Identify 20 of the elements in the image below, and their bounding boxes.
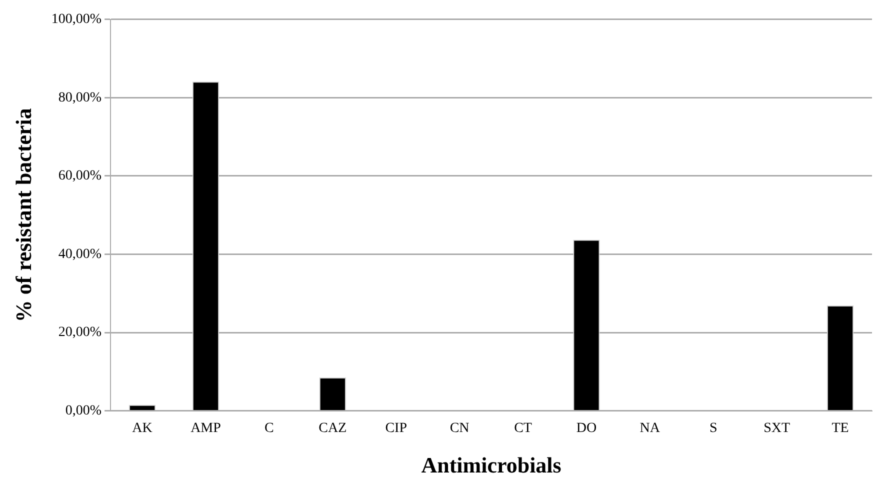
y-tick-label: 40,00% <box>58 246 102 262</box>
y-tick-label: 20,00% <box>58 325 102 340</box>
x-tick-label: AK <box>132 420 152 436</box>
x-tick-label: S <box>709 420 718 436</box>
x-tick-label: DO <box>576 420 597 436</box>
y-tick-label: 100,00% <box>51 12 102 28</box>
x-tick-label: TE <box>832 420 849 436</box>
x-axis-title: Antimicrobials <box>421 452 562 478</box>
x-tick-label: NA <box>640 420 661 436</box>
y-tick-label: 0,00% <box>65 403 102 418</box>
x-tick-label: CT <box>514 420 532 436</box>
x-tick-label: C <box>264 420 274 436</box>
y-axis-title: % of resistant bacteria <box>10 108 36 322</box>
x-tick-label: AMP <box>190 420 222 436</box>
x-tick-label: CN <box>450 420 470 436</box>
x-tick-label: CAZ <box>318 420 347 436</box>
x-tick-label: CIP <box>385 420 408 436</box>
y-tick-label: 60,00% <box>58 168 102 184</box>
x-tick-label: SXT <box>764 420 790 436</box>
y-tick-label: 80,00% <box>58 90 102 106</box>
